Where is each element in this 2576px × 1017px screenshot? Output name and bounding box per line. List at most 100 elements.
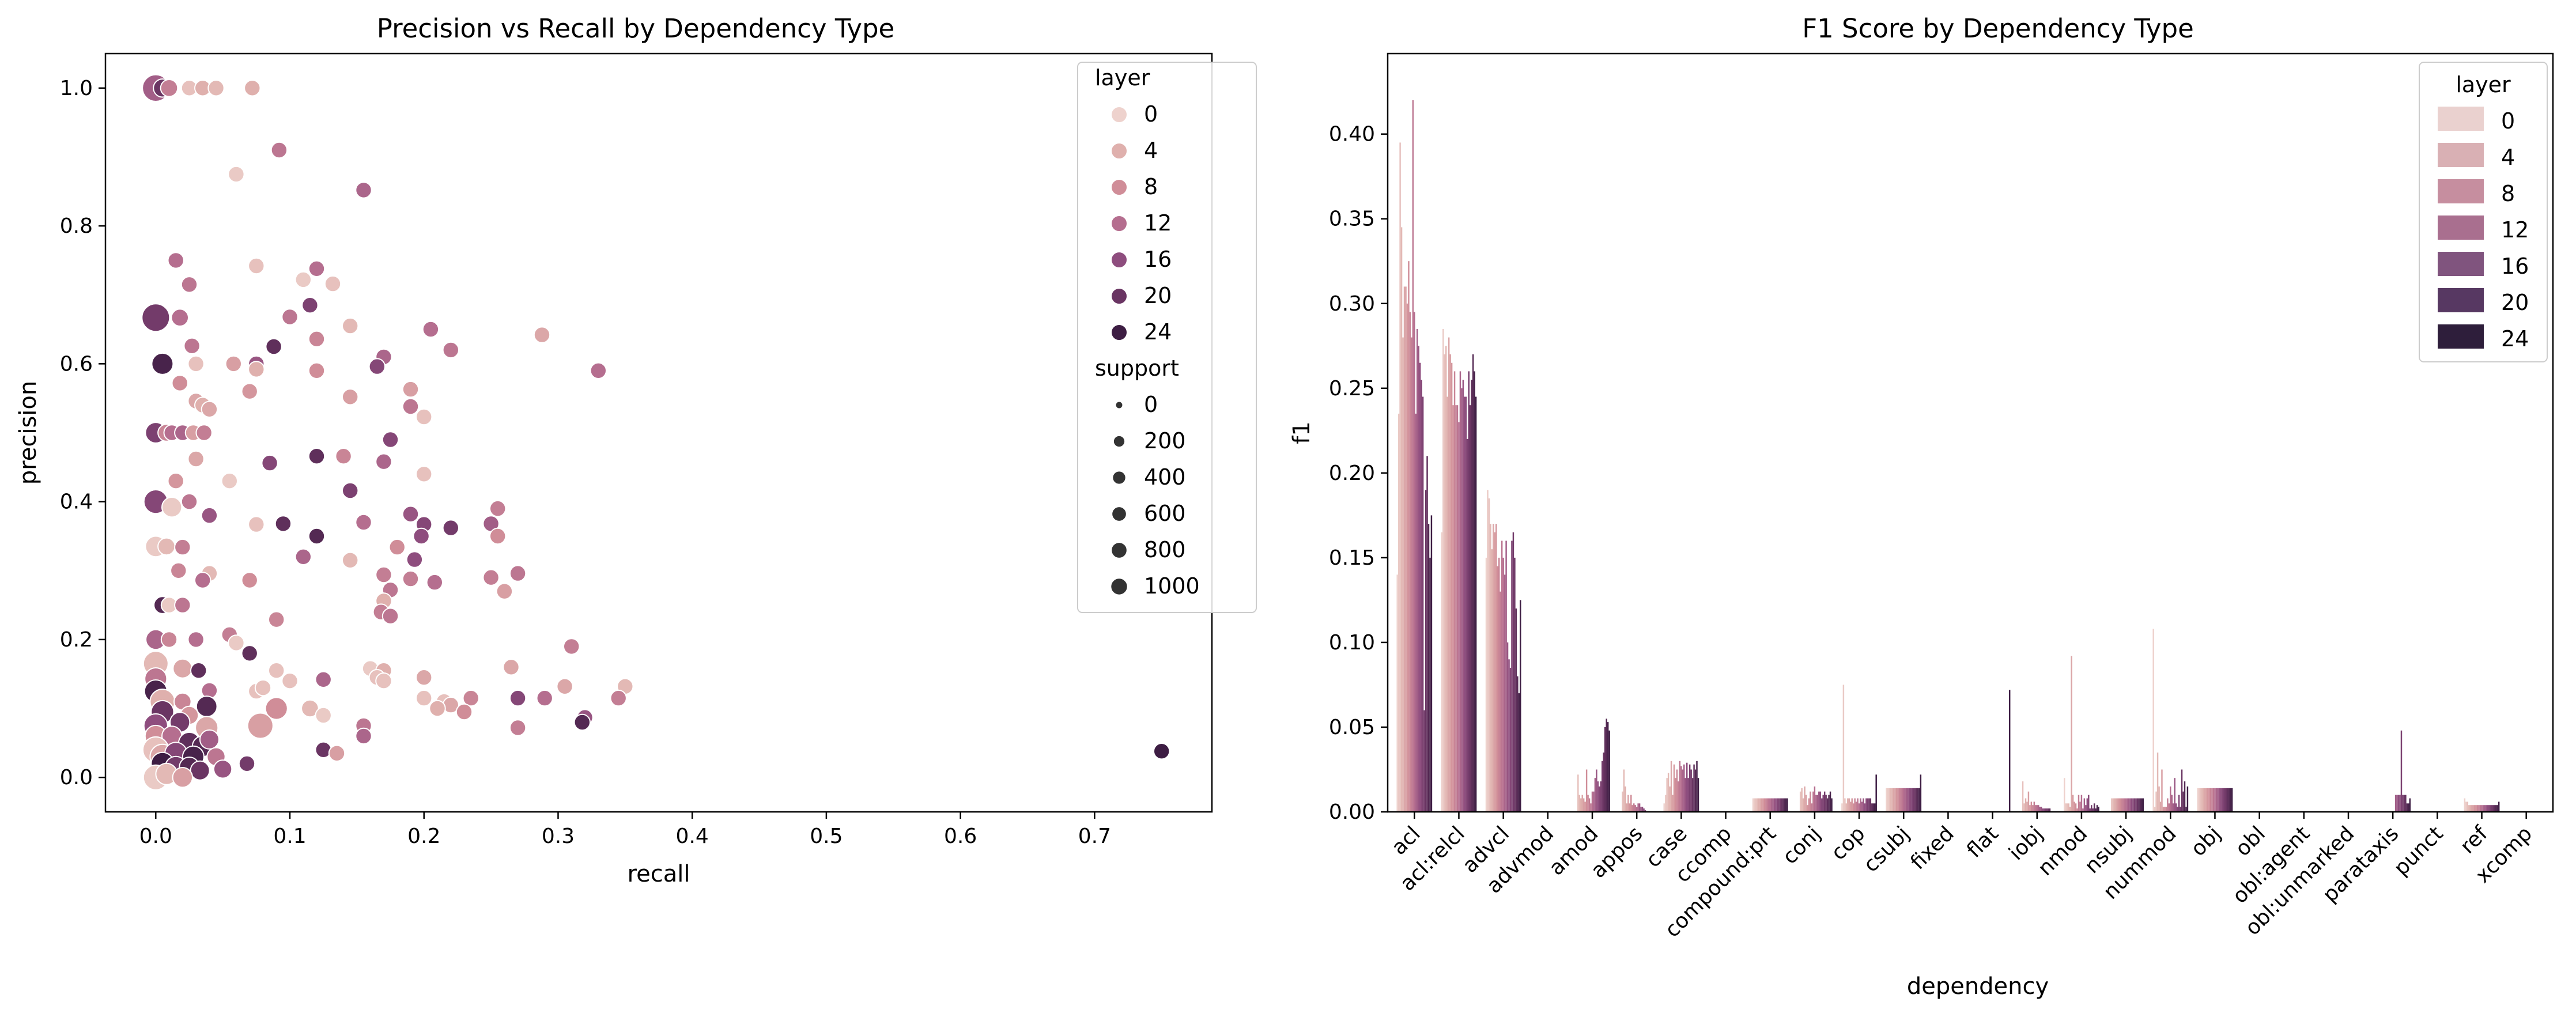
scatter-point: [402, 398, 420, 415]
scatter-y-tick-label: 0.0: [60, 766, 93, 789]
scatter-point: [342, 551, 359, 569]
scatter-legend-size-label: 400: [1144, 464, 1186, 490]
bar-y-axis-label: f1: [1289, 421, 1315, 444]
bar: [1633, 803, 1635, 812]
bar: [1852, 803, 1854, 812]
bar: [1772, 798, 1774, 812]
bar: [2479, 805, 2481, 812]
bar: [2205, 788, 2207, 812]
scatter-points: [141, 74, 1170, 791]
bar: [2491, 805, 2493, 812]
bar: [1914, 788, 1916, 812]
scatter-point: [195, 424, 213, 441]
bar: [1848, 798, 1850, 812]
bar: [1400, 227, 1403, 812]
bar: [1453, 371, 1456, 812]
bar: [1842, 685, 1845, 812]
bar: [2406, 803, 2408, 812]
bar: [2030, 801, 2033, 812]
scatter-point: [248, 516, 265, 533]
bar: [1399, 142, 1401, 812]
bar: [2221, 788, 2223, 812]
bar-legend-swatch: [2438, 324, 2484, 349]
scatter-point: [489, 500, 507, 517]
bar: [1459, 371, 1461, 812]
scatter-y-axis-label: precision: [15, 381, 41, 485]
bar: [2170, 786, 2171, 812]
bar: [1679, 761, 1681, 812]
scatter-legend-size-label: 600: [1144, 501, 1186, 526]
scatter-point: [442, 519, 459, 536]
bar-x-axis-label: dependency: [1907, 973, 2049, 1000]
bar: [1423, 710, 1425, 812]
bar: [1678, 781, 1679, 812]
bar: [2040, 807, 2042, 812]
bar: [2133, 798, 2136, 812]
bar: [2225, 788, 2227, 812]
bar: [2022, 781, 2024, 812]
bar: [2092, 808, 2094, 812]
bar: [1490, 524, 1491, 812]
bar: [1696, 761, 1698, 812]
bar-y-tick-label: 0.40: [1329, 123, 1375, 146]
bar: [1891, 788, 1893, 812]
bar: [1515, 608, 1517, 812]
scatter-point: [382, 607, 399, 625]
bar: [1799, 791, 1801, 812]
scatter-legend-hue-title: layer: [1095, 65, 1150, 90]
bar: [1807, 805, 1808, 812]
bar: [2488, 805, 2490, 812]
bar: [1815, 795, 1817, 812]
bar: [2068, 803, 2069, 812]
scatter-point: [455, 703, 473, 721]
bar: [2469, 805, 2471, 812]
bar: [1445, 346, 1447, 812]
bar: [1502, 557, 1504, 812]
scatter-point: [402, 570, 420, 588]
scatter-x-tick-label: 0.7: [1078, 825, 1111, 848]
bar: [2494, 805, 2495, 812]
bar: [1627, 795, 1629, 812]
bar: [2476, 805, 2479, 812]
bar: [1781, 798, 1782, 812]
scatter-point: [268, 662, 285, 679]
bar: [1755, 798, 1757, 812]
bar: [1630, 795, 1632, 812]
bar: [1429, 557, 1431, 812]
bar: [1667, 773, 1670, 812]
bar: [1494, 532, 1496, 812]
bar: [2111, 798, 2113, 812]
bar: [2490, 805, 2491, 812]
scatter-point: [368, 358, 386, 375]
bar-plot-frame: [1387, 52, 2554, 813]
scatter-x-tick-label: 0.1: [273, 825, 306, 848]
bar: [1508, 659, 1510, 812]
bar: [1461, 388, 1463, 812]
bar: [2075, 803, 2077, 812]
scatter-point: [413, 527, 430, 545]
bar: [2178, 795, 2180, 812]
bar: [2085, 805, 2087, 812]
scatter-point: [533, 326, 551, 343]
bar: [1810, 791, 1811, 812]
scatter-point: [172, 767, 193, 788]
bar: [1491, 549, 1493, 812]
bar: [2036, 805, 2038, 812]
bar-y-tick-label: 0.30: [1329, 292, 1375, 316]
scatter-legend-hue-label: 12: [1144, 210, 1172, 236]
bar: [1590, 803, 1592, 812]
bar: [2214, 788, 2216, 812]
bar: [1578, 795, 1581, 812]
bar: [2156, 753, 2159, 812]
bar: [1596, 769, 1597, 812]
scatter-legend: layer 0 4 8 12 16 20 24 support 0 200 400 600 800 1000: [1077, 62, 1257, 613]
bar-title: F1 Score by Dependency Type: [1802, 13, 2194, 44]
bar: [1785, 798, 1787, 812]
bar: [1446, 396, 1448, 812]
bar: [1663, 803, 1665, 812]
bar: [1917, 788, 1919, 812]
bar: [2211, 788, 2213, 812]
bar: [2168, 803, 2170, 812]
scatter-point: [161, 497, 183, 518]
scatter-point: [536, 689, 553, 707]
